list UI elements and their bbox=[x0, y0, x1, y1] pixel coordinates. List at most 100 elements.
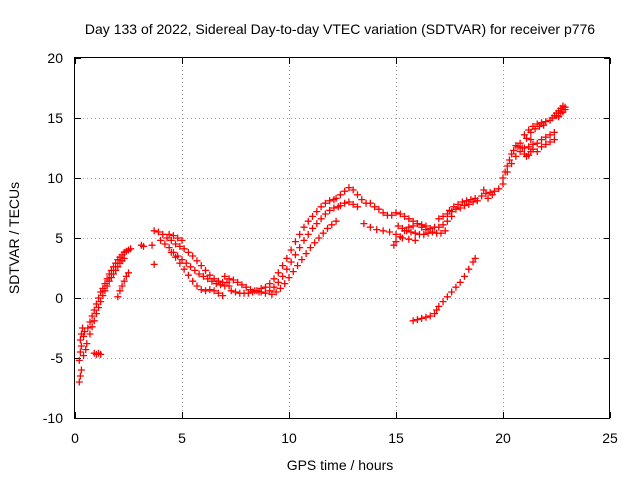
data-point bbox=[127, 245, 135, 253]
data-point bbox=[107, 274, 115, 282]
data-point bbox=[443, 217, 451, 225]
data-point bbox=[75, 356, 83, 364]
data-point bbox=[495, 185, 503, 193]
data-point bbox=[101, 287, 109, 295]
data-point bbox=[435, 223, 443, 231]
y-tick-label: 10 bbox=[47, 170, 63, 186]
data-point bbox=[446, 206, 453, 214]
y-tick-label: -10 bbox=[43, 410, 63, 426]
x-tick-label: 20 bbox=[495, 430, 511, 446]
data-point bbox=[169, 232, 177, 240]
data-point bbox=[80, 352, 88, 360]
data-point bbox=[523, 134, 531, 142]
data-point bbox=[125, 269, 132, 277]
data-point bbox=[353, 191, 361, 199]
data-point bbox=[274, 278, 282, 286]
plot-frame bbox=[74, 57, 610, 419]
data-point bbox=[433, 306, 441, 314]
data-point bbox=[88, 323, 96, 331]
data-point bbox=[533, 139, 541, 147]
data-point bbox=[77, 366, 85, 374]
data-point bbox=[448, 288, 456, 296]
data-point bbox=[193, 257, 201, 265]
data-point bbox=[403, 227, 411, 235]
data-point bbox=[195, 270, 203, 278]
data-point bbox=[422, 226, 430, 234]
data-point bbox=[508, 150, 516, 158]
data-point bbox=[471, 194, 479, 202]
data-point bbox=[330, 204, 338, 212]
data-point bbox=[279, 262, 287, 270]
data-point bbox=[561, 106, 569, 114]
data-point bbox=[405, 235, 413, 243]
data-point bbox=[317, 215, 325, 223]
data-point bbox=[270, 275, 278, 283]
data-point bbox=[482, 190, 490, 198]
data-point bbox=[221, 272, 229, 280]
data-point bbox=[516, 139, 524, 147]
data-point bbox=[345, 184, 353, 192]
data-point bbox=[283, 254, 291, 262]
data-point bbox=[206, 271, 214, 279]
data-point bbox=[420, 230, 428, 238]
data-point bbox=[84, 324, 92, 332]
data-point bbox=[257, 284, 265, 292]
data-point bbox=[516, 148, 524, 156]
data-point bbox=[298, 256, 306, 264]
data-point bbox=[336, 202, 344, 210]
data-point bbox=[411, 229, 419, 237]
data-point bbox=[439, 221, 447, 229]
data-point bbox=[199, 272, 207, 280]
data-point bbox=[321, 210, 329, 218]
data-point bbox=[499, 174, 507, 182]
data-point bbox=[428, 228, 436, 236]
x-tick-label: 15 bbox=[388, 430, 404, 446]
y-tick-label: 0 bbox=[55, 290, 63, 306]
data-point bbox=[390, 241, 398, 249]
data-point bbox=[174, 234, 182, 242]
data-point bbox=[206, 286, 214, 294]
data-point bbox=[172, 253, 180, 261]
data-point bbox=[285, 274, 293, 282]
data-points bbox=[75, 102, 569, 386]
data-point bbox=[176, 259, 184, 267]
axis-ticks: 0 5 10 15 20 25 -10 -5 0 5 10 15 20 bbox=[43, 50, 618, 446]
data-point bbox=[435, 302, 443, 310]
data-point bbox=[533, 148, 541, 156]
data-point bbox=[105, 277, 113, 285]
data-point bbox=[527, 136, 535, 144]
data-point bbox=[202, 266, 210, 274]
data-point bbox=[460, 272, 468, 280]
data-point bbox=[336, 191, 344, 199]
data-point bbox=[148, 241, 156, 249]
x-tick-label: 10 bbox=[281, 430, 297, 446]
data-point bbox=[154, 228, 162, 236]
data-point bbox=[97, 288, 105, 296]
data-point bbox=[103, 282, 111, 290]
data-point bbox=[503, 162, 511, 170]
data-point bbox=[88, 312, 96, 320]
data-point bbox=[300, 223, 308, 231]
data-point bbox=[268, 290, 276, 298]
data-point bbox=[358, 196, 366, 204]
data-point bbox=[163, 234, 171, 242]
data-point bbox=[223, 278, 231, 286]
x-tick-label: 25 bbox=[602, 430, 618, 446]
data-point bbox=[465, 200, 473, 208]
data-point bbox=[508, 160, 516, 168]
data-point bbox=[514, 143, 522, 151]
data-point bbox=[238, 281, 246, 289]
data-point bbox=[304, 217, 312, 225]
grid-lines bbox=[75, 58, 610, 418]
data-point bbox=[150, 227, 158, 235]
data-point bbox=[315, 234, 323, 242]
data-point bbox=[426, 224, 434, 232]
data-point bbox=[409, 317, 417, 325]
data-point bbox=[289, 268, 297, 276]
data-point bbox=[86, 330, 94, 338]
data-point bbox=[373, 226, 381, 234]
data-point bbox=[244, 289, 252, 297]
data-point bbox=[294, 262, 302, 270]
data-point bbox=[480, 186, 488, 194]
data-point bbox=[550, 136, 558, 144]
